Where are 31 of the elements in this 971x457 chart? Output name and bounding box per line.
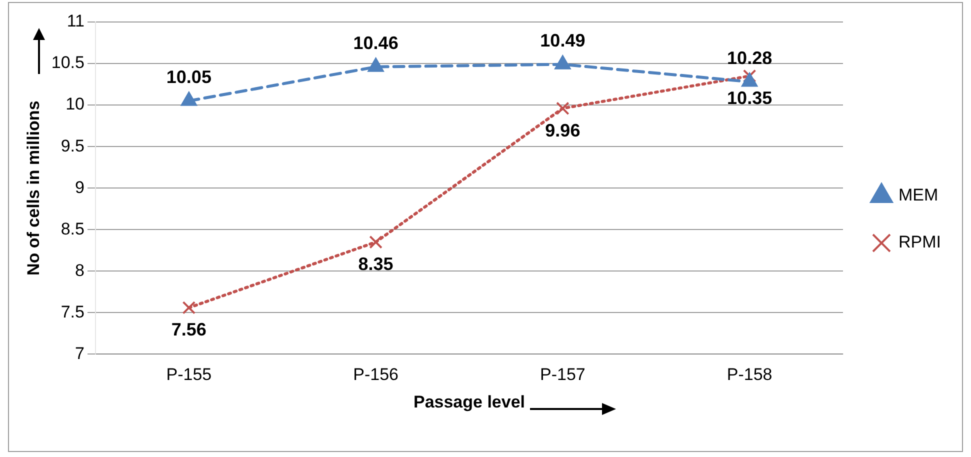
y-axis-title: No of cells in millions [24,100,43,276]
x-axis-title: Passage level [413,392,526,412]
y-tick-label: 8 [75,260,84,280]
y-tick-label: 7 [75,344,84,363]
point [554,55,571,70]
y-tick-label: 10.5 [51,53,84,72]
x-tick-label: P-156 [353,365,398,384]
point [182,301,196,314]
data-label: 10.35 [727,88,772,108]
x-tick-label: P-155 [166,365,212,384]
point [369,235,382,249]
legend-label: MEM [898,186,938,205]
data-label: 10.46 [353,32,398,53]
data-label: 10.05 [166,66,212,87]
data-label: 10.28 [727,48,772,68]
legend-label: RPMI [898,232,941,252]
y-tick-label: 9.5 [60,136,84,156]
x-tick-label: P-157 [540,365,586,384]
y-tick-label: 10 [66,94,84,114]
y-tick-label: 11 [66,12,84,31]
point [181,92,197,106]
data-label: 9.96 [545,120,580,140]
y-tick-label: 8.5 [60,219,84,238]
data-label: 10.49 [540,30,586,50]
point [368,58,384,72]
data-label: 8.35 [358,254,394,274]
data-label: 7.56 [171,320,206,340]
point [742,72,758,87]
x-tick-label: P-158 [726,365,772,384]
y-tick-label: 9 [75,178,84,197]
y-tick-label: 7.5 [60,302,84,322]
